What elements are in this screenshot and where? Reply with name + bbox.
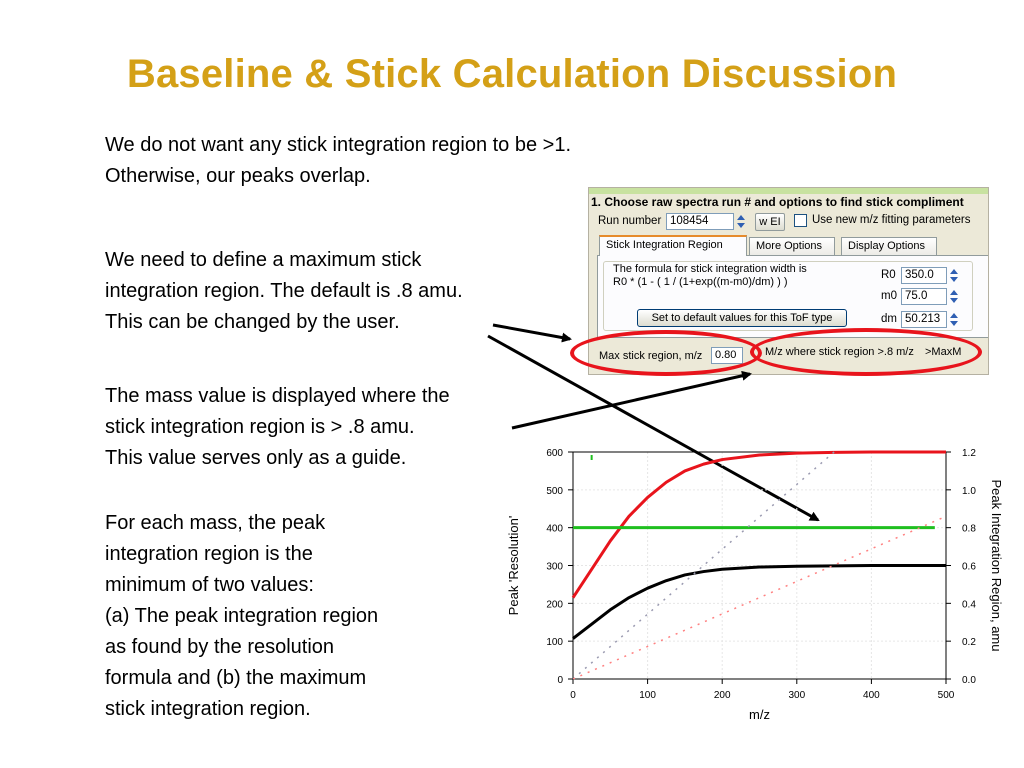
y2-tick-label: 0.8 xyxy=(962,524,976,535)
text-line: Otherwise, our peaks overlap. xyxy=(105,165,371,187)
y2-tick-label: 0.0 xyxy=(962,675,976,686)
y2-tick-label: 0.4 xyxy=(962,599,976,610)
use-new-fit-label: Use new m/z fitting parameters xyxy=(812,214,971,226)
run-number-input[interactable]: 108454 xyxy=(666,213,734,230)
chart-series xyxy=(571,450,947,680)
tab-display-options[interactable]: Display Options xyxy=(841,237,937,255)
dialog-header: 1. Choose raw spectra run # and options … xyxy=(591,195,964,209)
set-default-values-button[interactable]: Set to default values for this ToF type xyxy=(637,309,847,327)
text-line: (a) The peak integration region xyxy=(105,605,379,627)
chart-ticks: 0 100 200 300 400 500 0 100 200 300 400 500 600 0.0 0.… xyxy=(546,448,976,701)
dialog-top-band xyxy=(589,188,988,194)
text-line: This value serves only as a guide. xyxy=(105,447,407,469)
text-line: This can be changed by the user. xyxy=(105,311,400,333)
text-line: stick integration region. xyxy=(105,698,311,720)
y-tick-label: 600 xyxy=(546,448,563,459)
series-line-1 xyxy=(571,450,946,599)
dm-label: dm xyxy=(881,313,897,325)
stick-options-dialog: 1. Choose raw spectra run # and options … xyxy=(588,187,989,375)
paragraph-each-mass: For each mass, the peak integration regi… xyxy=(105,508,378,725)
formula-line-1: The formula for stick integration width … xyxy=(613,263,807,275)
r0-label: R0 xyxy=(881,269,896,281)
m0-spinner-icon[interactable] xyxy=(949,288,960,305)
dm-input[interactable]: 50.213 xyxy=(901,311,947,328)
x-tick-label: 0 xyxy=(570,690,576,701)
text-line: For each mass, the peak xyxy=(105,512,326,534)
max-stick-highlight-ellipse xyxy=(570,330,762,376)
m0-input[interactable]: 75.0 xyxy=(901,288,947,305)
paragraph-mass-value: The mass value is displayed where the st… xyxy=(105,381,450,474)
formula-line-2: R0 * (1 - ( 1 / (1+exp((m-m0)/dm) ) ) xyxy=(613,276,788,288)
text-line: minimum of two values: xyxy=(105,574,314,596)
mz-where-highlight-ellipse xyxy=(750,328,982,376)
x-tick-label: 300 xyxy=(788,690,805,701)
y-tick-label: 0 xyxy=(557,675,563,686)
y-axis-label: Peak 'Resolution' xyxy=(506,516,521,616)
y2-tick-label: 0.2 xyxy=(962,637,976,648)
r0-spinner-icon[interactable] xyxy=(949,267,960,284)
use-new-fit-checkbox[interactable] xyxy=(794,214,807,227)
y2-tick-label: 0.6 xyxy=(962,562,976,573)
arrow-to-max-stick xyxy=(492,323,572,343)
y-tick-label: 100 xyxy=(546,637,563,648)
text-line: We need to define a maximum stick xyxy=(105,249,422,271)
y-tick-label: 300 xyxy=(546,562,563,573)
x-tick-label: 500 xyxy=(938,690,955,701)
text-line: stick integration region is > .8 amu. xyxy=(105,416,415,438)
y-tick-label: 500 xyxy=(546,486,563,497)
formula-group xyxy=(603,261,973,331)
series-line-4 xyxy=(572,451,835,680)
resolution-chart: 0 100 200 300 400 500 0 100 200 300 400 500 600 0.0 0.… xyxy=(506,448,1004,722)
x-tick-label: 100 xyxy=(639,690,656,701)
tab-more-options[interactable]: More Options xyxy=(749,237,835,255)
y-tick-label: 200 xyxy=(546,599,563,610)
m0-label: m0 xyxy=(881,290,897,302)
paragraph-max-region: We need to define a maximum stick integr… xyxy=(105,245,463,338)
x-axis-label: m/z xyxy=(749,707,770,722)
x-tick-label: 200 xyxy=(714,690,731,701)
text-line: as found by the resolution xyxy=(105,636,335,658)
y2-axis-label: Peak Integration Region, amu xyxy=(989,480,1004,652)
tab-stick-integration[interactable]: Stick Integration Region xyxy=(599,235,747,256)
y2-tick-label: 1.2 xyxy=(962,448,976,459)
wei-button[interactable]: w EI xyxy=(755,213,785,231)
run-number-spinner-icon[interactable] xyxy=(736,213,747,230)
text-line: integration region is the xyxy=(105,543,313,565)
slide-title: Baseline & Stick Calculation Discussion xyxy=(126,52,898,96)
text-line: The mass value is displayed where the xyxy=(105,385,450,407)
r0-input[interactable]: 350.0 xyxy=(901,267,947,284)
text-line: We do not want any stick integration reg… xyxy=(105,134,572,156)
series-line-2 xyxy=(572,564,946,640)
run-number-label: Run number xyxy=(598,215,662,227)
y2-tick-label: 1.0 xyxy=(962,486,976,497)
text-line: integration region. The default is .8 am… xyxy=(105,280,463,302)
paragraph-overlap: We do not want any stick integration reg… xyxy=(105,130,571,192)
arrow-to-mz-where xyxy=(511,370,752,430)
y-tick-label: 400 xyxy=(546,524,563,535)
dm-spinner-icon[interactable] xyxy=(949,311,960,328)
text-line: formula and (b) the maximum xyxy=(105,667,367,689)
x-tick-label: 400 xyxy=(863,690,880,701)
